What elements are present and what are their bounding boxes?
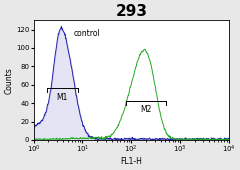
- Text: M2: M2: [141, 105, 152, 114]
- Title: 293: 293: [115, 4, 147, 19]
- Text: M1: M1: [57, 93, 68, 102]
- Text: control: control: [74, 29, 100, 38]
- Y-axis label: Counts: Counts: [4, 67, 13, 94]
- X-axis label: FL1-H: FL1-H: [120, 157, 142, 166]
